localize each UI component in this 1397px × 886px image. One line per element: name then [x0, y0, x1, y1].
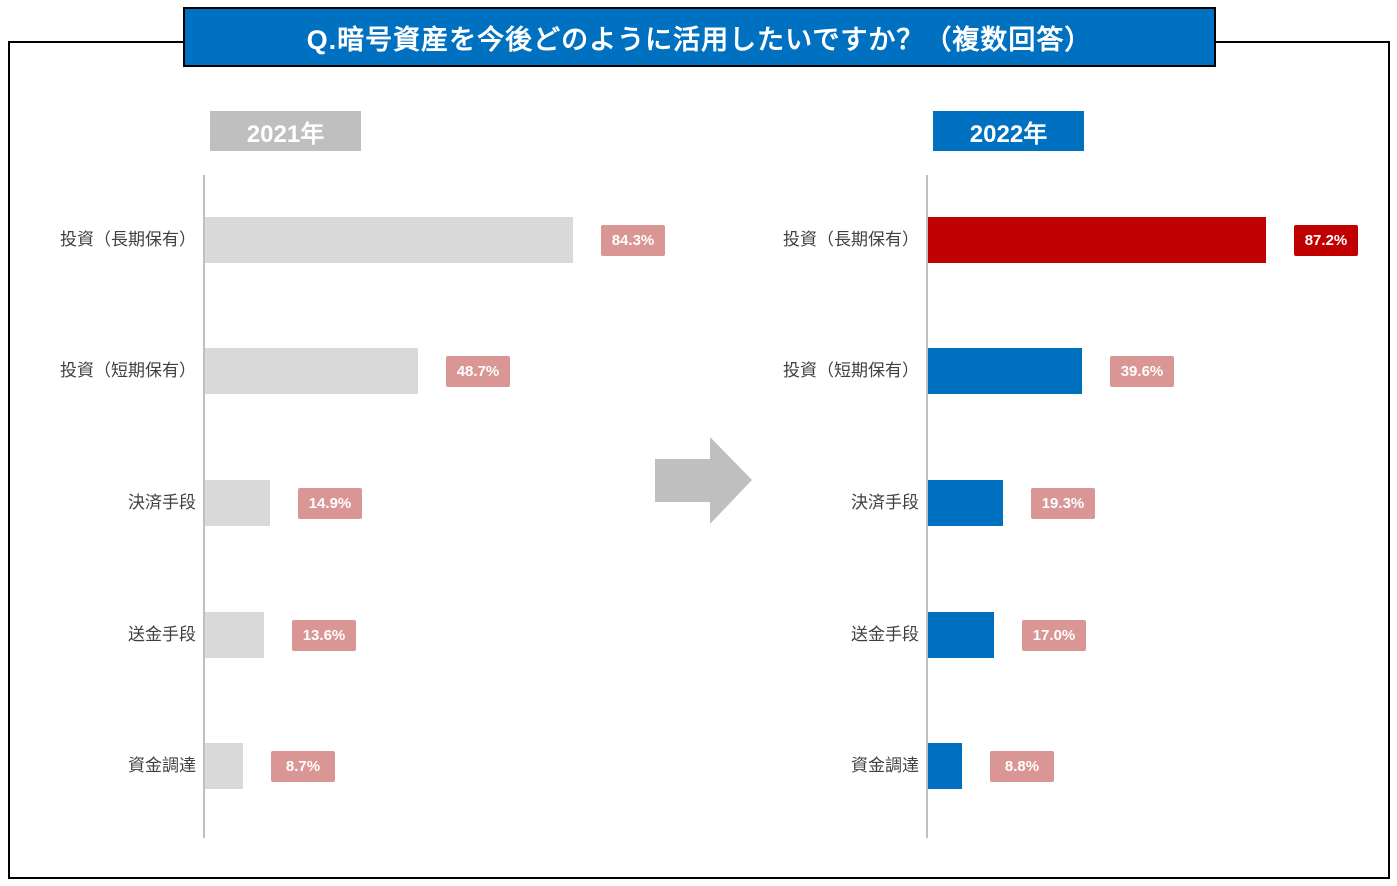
bar	[205, 612, 264, 658]
category-label: 送金手段	[851, 625, 919, 644]
y-axis-line	[203, 175, 205, 838]
bar	[928, 480, 1003, 526]
value-badge: 87.2%	[1294, 225, 1358, 256]
category-label: 投資（長期保有）	[60, 230, 196, 249]
category-label: 資金調達	[851, 756, 919, 775]
chart-title-box: Q.暗号資産を今後どのように活用したいですか？（複数回答）	[183, 7, 1216, 67]
category-label: 投資（短期保有）	[783, 361, 919, 380]
value-badge: 8.7%	[271, 751, 335, 782]
chart-title: Q.暗号資産を今後どのように活用したいですか？（複数回答）	[306, 24, 1093, 55]
category-label: 資金調達	[128, 756, 196, 775]
year-badge-2021: 2021年	[210, 111, 361, 151]
bar	[928, 743, 962, 789]
value-badge: 84.3%	[601, 225, 665, 256]
bar	[928, 612, 994, 658]
value-badge: 14.9%	[298, 488, 362, 519]
category-label: 決済手段	[128, 493, 196, 512]
category-label: 投資（短期保有）	[60, 361, 196, 380]
bar	[928, 348, 1082, 394]
bar	[205, 480, 270, 526]
value-badge: 8.8%	[990, 751, 1054, 782]
bar	[205, 743, 243, 789]
value-badge: 39.6%	[1110, 356, 1174, 387]
value-badge: 19.3%	[1031, 488, 1095, 519]
category-label: 決済手段	[851, 493, 919, 512]
bar	[928, 217, 1266, 263]
value-badge: 17.0%	[1022, 620, 1086, 651]
year-badge-2022: 2022年	[933, 111, 1084, 151]
category-label: 送金手段	[128, 625, 196, 644]
value-badge: 48.7%	[446, 356, 510, 387]
transition-arrow-icon	[655, 437, 752, 524]
value-badge: 13.6%	[292, 620, 356, 651]
y-axis-line	[926, 175, 928, 838]
bar	[205, 217, 573, 263]
category-label: 投資（長期保有）	[783, 230, 919, 249]
bar	[205, 348, 418, 394]
